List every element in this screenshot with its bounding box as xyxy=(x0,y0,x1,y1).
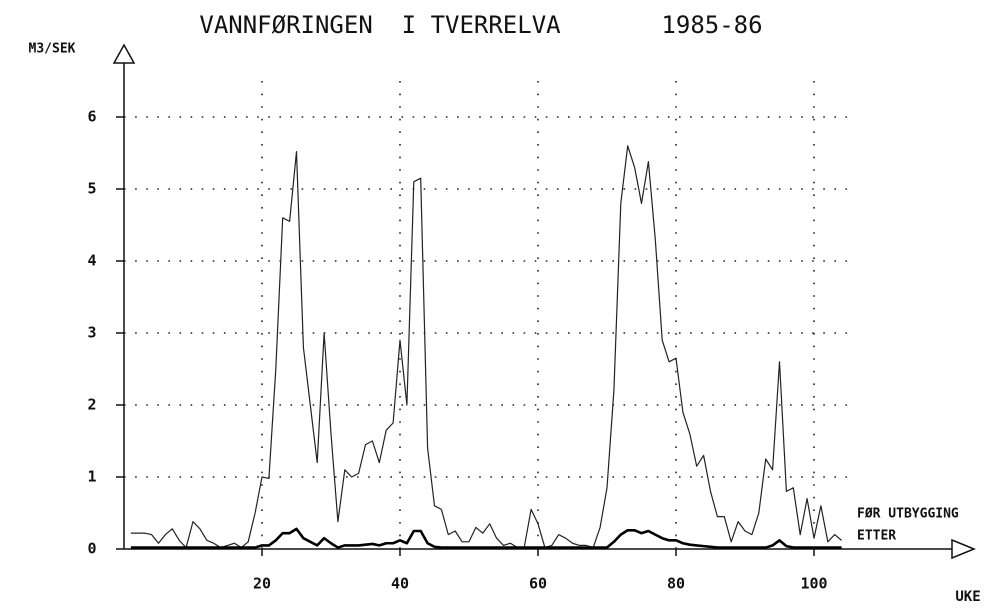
y-tick-label: 0 xyxy=(87,540,96,558)
chart-title: VANNFØRINGEN I TVERRELVA xyxy=(199,11,561,39)
x-tick-label: 40 xyxy=(391,575,409,593)
x-tick-label: 60 xyxy=(529,575,547,593)
legend-label: ETTER xyxy=(857,529,896,544)
x-axis-arrow xyxy=(951,538,976,560)
data-line xyxy=(130,527,842,549)
data-line xyxy=(130,145,842,549)
y-tick-label: 2 xyxy=(87,396,96,414)
x-tick-label: 20 xyxy=(253,575,271,593)
y-axis-arrow xyxy=(112,43,136,64)
x-tick-label: 80 xyxy=(667,575,685,593)
x-tick-label: 100 xyxy=(800,575,827,593)
legend-label: FØR UTBYGGING xyxy=(857,507,959,522)
y-tick-label: 6 xyxy=(87,108,96,126)
x-axis-label: UKE xyxy=(955,589,980,605)
chart-subtitle: 1985-86 xyxy=(661,11,762,39)
y-axis-label: M3/SEK xyxy=(29,42,76,57)
y-tick-label: 4 xyxy=(87,252,96,270)
y-tick-label: 1 xyxy=(87,468,96,486)
y-tick-label: 3 xyxy=(87,324,96,342)
y-tick-label: 5 xyxy=(87,180,96,198)
